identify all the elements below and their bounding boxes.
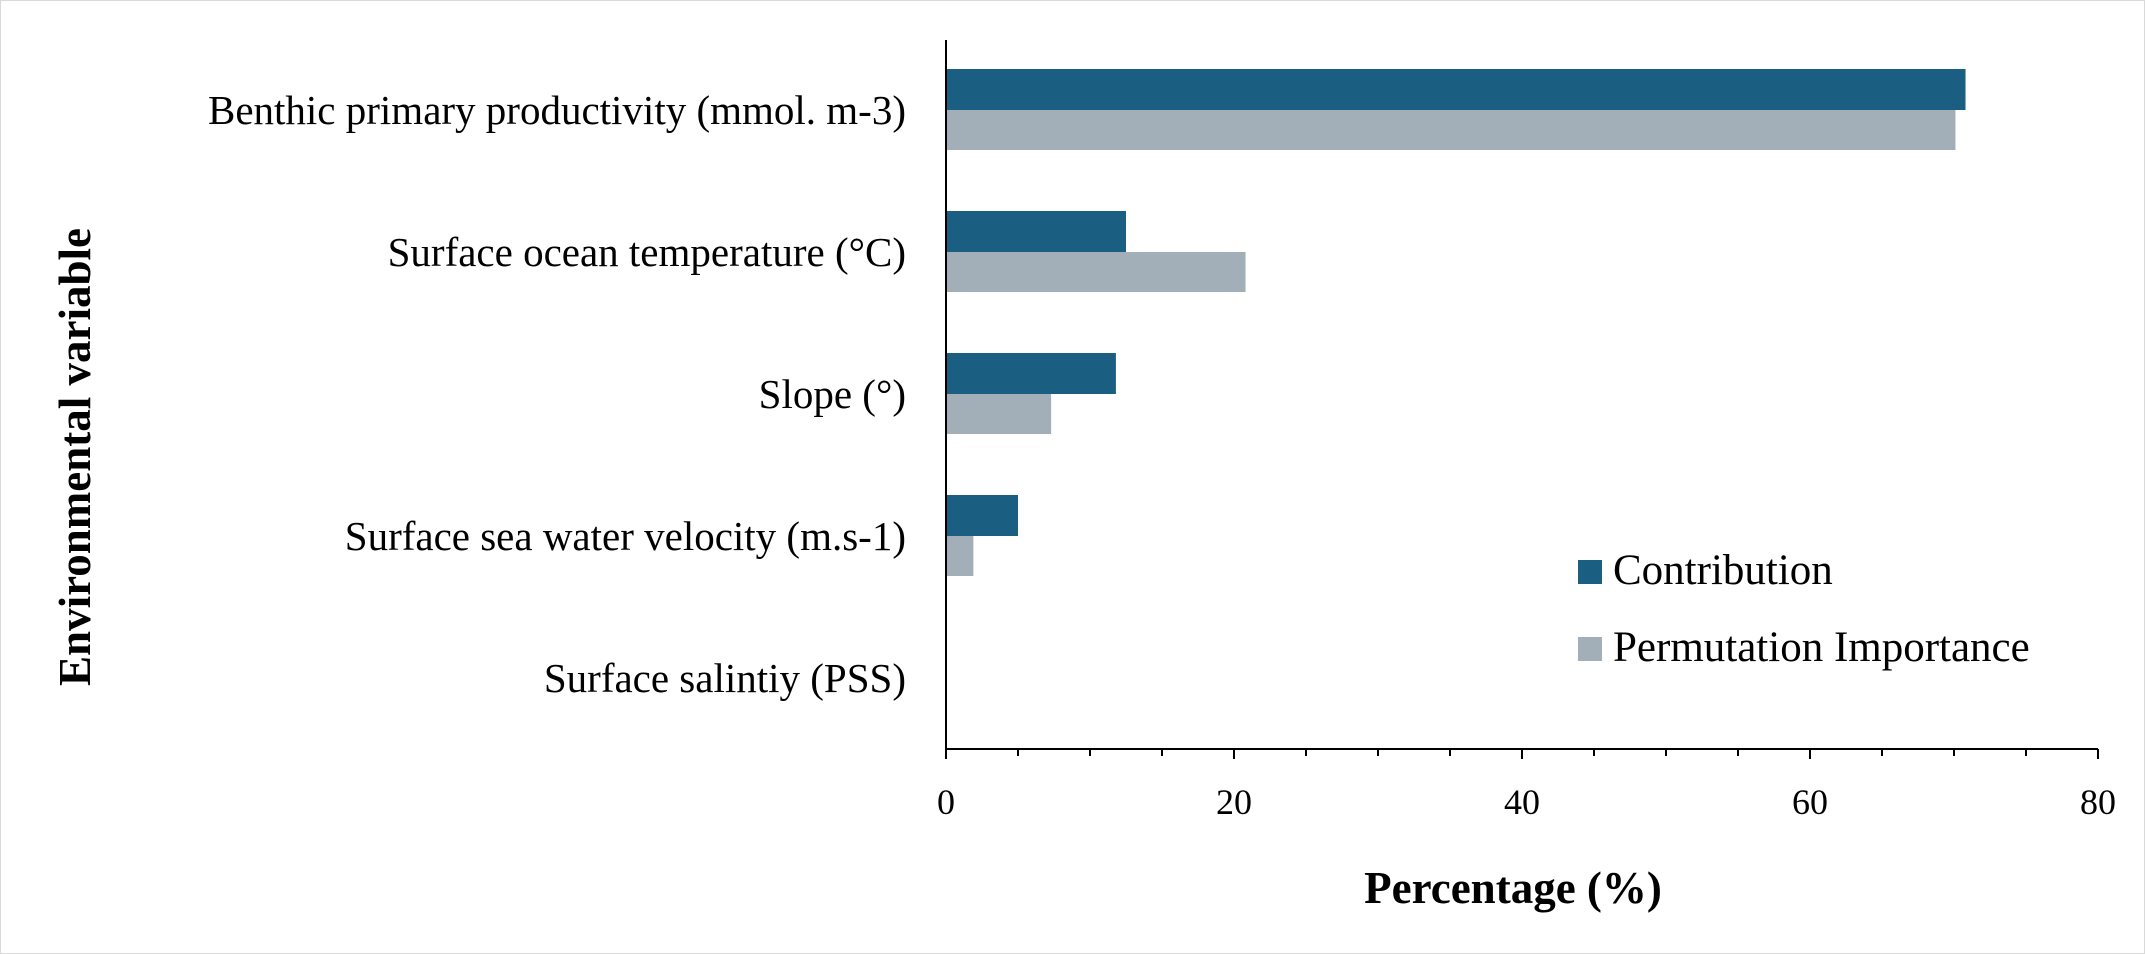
axes-layer [945, 40, 2099, 759]
y-axis-title: Environmental variable [50, 228, 100, 686]
bar-contribution-2 [946, 353, 1116, 394]
bars-layer [946, 69, 1966, 576]
category-label-2: Slope (°) [759, 371, 906, 417]
category-label-3: Surface sea water velocity (m.s-1) [345, 513, 906, 559]
category-label-1: Surface ocean temperature (°C) [388, 229, 906, 275]
x-tick-label: 80 [2080, 782, 2116, 822]
legend-swatch-0 [1578, 560, 1602, 584]
legend-label-0: Contribution [1613, 547, 1833, 594]
x-tick-label: 0 [937, 782, 955, 822]
labels-layer: Benthic primary productivity (mmol. m-3)… [208, 87, 2116, 822]
bar-contribution-0 [946, 69, 1966, 110]
category-label-4: Surface salintiy (PSS) [544, 655, 906, 701]
category-label-0: Benthic primary productivity (mmol. m-3) [208, 87, 906, 133]
legend-label-1: Permutation Importance [1613, 624, 2030, 671]
x-axis-title: Percentage (%) [1364, 863, 1662, 913]
bar-contribution-3 [946, 495, 1018, 536]
bar-permutation-3 [946, 536, 974, 576]
x-tick-label: 20 [1216, 782, 1252, 822]
x-tick-label: 40 [1504, 782, 1540, 822]
legend: Contribution Permutation Importance [1578, 547, 2030, 671]
bar-permutation-0 [946, 110, 1956, 150]
x-tick-label: 60 [1792, 782, 1828, 822]
bar-permutation-2 [946, 394, 1052, 434]
bar-contribution-1 [946, 211, 1126, 252]
bar-permutation-1 [946, 252, 1246, 292]
legend-swatch-1 [1578, 637, 1602, 661]
